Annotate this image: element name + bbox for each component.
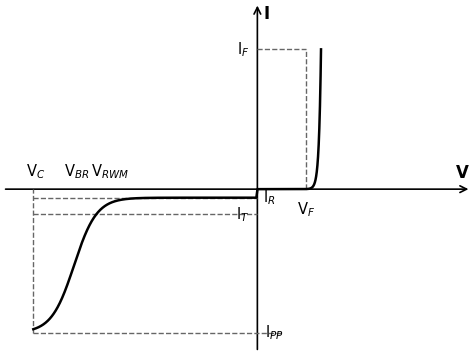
Text: V$_F$: V$_F$	[297, 200, 315, 219]
Text: I: I	[264, 5, 270, 23]
Text: I$_{PP}$: I$_{PP}$	[265, 323, 284, 342]
Text: I$_R$: I$_R$	[264, 189, 276, 207]
Text: V$_{RWM}$: V$_{RWM}$	[91, 162, 128, 181]
Text: V$_{BR}$: V$_{BR}$	[64, 162, 89, 181]
Text: V$_C$: V$_C$	[26, 162, 46, 181]
Text: I$_T$: I$_T$	[237, 205, 250, 224]
Text: V: V	[456, 164, 469, 182]
Text: I$_F$: I$_F$	[237, 40, 250, 59]
